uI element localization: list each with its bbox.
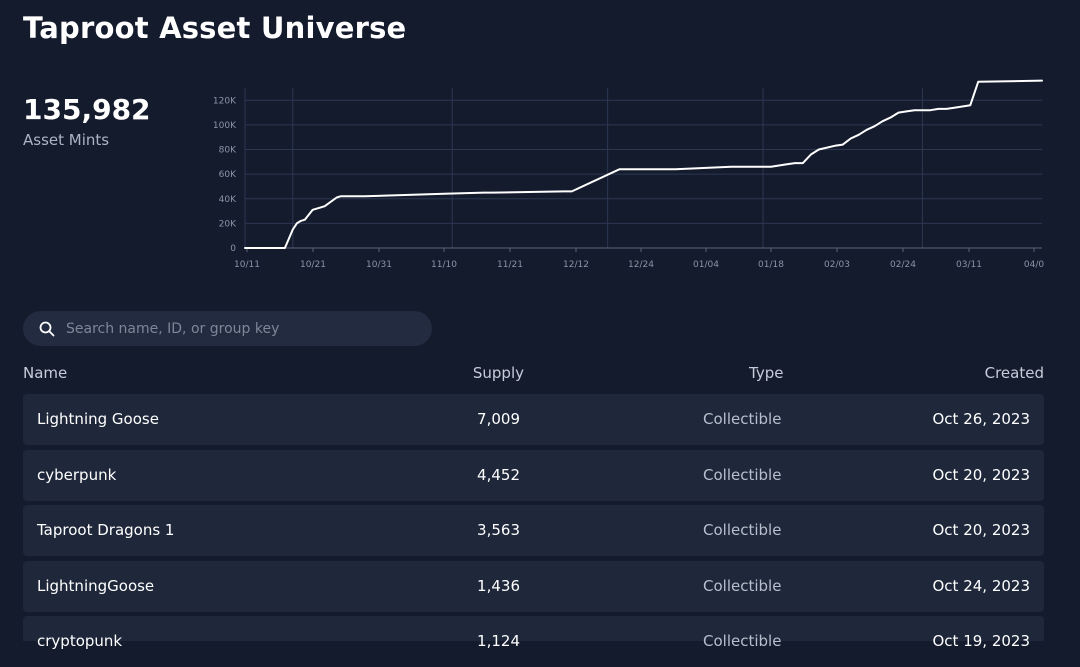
table-row[interactable]: LightningGoose 1,436 Collectible Oct 24,… [23,561,1044,612]
asset-supply: 1,436 [477,577,520,595]
chart-x-tick-label: 01/04 [693,260,719,270]
chart-y-axis: 0 20K 40K 60K 80K 100K 120K [213,96,237,254]
chart-y-tick-label: 80K [219,146,237,156]
chart-x-tick-label: 03/11 [956,260,982,270]
asset-name: Taproot Dragons 1 [37,521,175,539]
asset-supply: 4,452 [477,466,520,484]
chart-y-tick-label: 60K [219,170,237,180]
page-title: Taproot Asset Universe [23,11,407,45]
column-header-supply[interactable]: Supply [472,364,524,382]
chart-series [244,79,1043,249]
chart-y-tick-label: 40K [219,195,237,205]
chart-x-tick-label: 10/21 [300,260,326,270]
asset-type: Collectible [703,632,782,650]
chart-x-tick-label: 12/12 [563,260,589,270]
asset-type: Collectible [703,577,782,595]
asset-type: Collectible [703,410,782,428]
asset-created: Oct 24, 2023 [932,577,1031,595]
asset-name: LightningGoose [37,577,155,595]
asset-created: Oct 20, 2023 [932,466,1031,484]
chart-x-tick-label: 01/18 [758,260,784,270]
asset-mints-count: 135,982 [23,93,151,126]
asset-mints-chart: 0 20K 40K 60K 80K 100K 120K 10/11 10/21 10/31 11/… [213,79,1044,270]
asset-mints-label: Asset Mints [23,131,110,149]
asset-type: Collectible [703,466,782,484]
table-row[interactable]: Lightning Goose 7,009 Collectible Oct 26… [23,394,1044,445]
column-header-created[interactable]: Created [984,364,1044,382]
table-row[interactable]: cyberpunk 4,452 Collectible Oct 20, 2023 [23,450,1044,501]
asset-created: Oct 19, 2023 [932,632,1031,650]
asset-supply: 3,563 [477,521,520,539]
table-row[interactable]: cryptopunk 1,124 Collectible Oct 19, 202… [23,616,1044,650]
asset-supply: 7,009 [477,410,520,428]
asset-name: cryptopunk [37,632,123,650]
asset-created: Oct 20, 2023 [932,521,1031,539]
asset-name: cyberpunk [37,466,117,484]
asset-name: Lightning Goose [37,410,159,428]
chart-series-line [244,79,1043,249]
chart-x-tick-label: 04/0 [1024,260,1044,270]
asset-supply: 1,124 [477,632,520,650]
chart-y-tick-label: 100K [213,121,237,131]
chart-x-tick-label: 12/24 [628,260,654,270]
chart-y-tick-label: 120K [213,96,237,106]
chart-x-tick-label: 02/03 [824,260,850,270]
chart-x-axis: 10/11 10/21 10/31 11/10 11/21 12/12 12/24 01/04… [234,260,1044,270]
column-header-type[interactable]: Type [749,364,784,382]
search-icon [39,321,55,336]
chart-x-tick-label: 10/11 [234,260,260,270]
search-bar[interactable] [23,311,432,346]
asset-type: Collectible [703,521,782,539]
column-header-name[interactable]: Name [23,364,68,382]
chart-x-tick-label: 11/21 [497,260,523,270]
chart-grid [244,88,1042,252]
asset-created: Oct 26, 2023 [932,410,1031,428]
chart-x-tick-label: 02/24 [890,260,916,270]
chart-y-tick-label: 0 [230,244,236,254]
chart-y-tick-label: 20K [219,219,237,229]
chart-x-tick-label: 10/31 [366,260,392,270]
search-input[interactable] [66,320,406,337]
chart-x-tick-label: 11/10 [431,260,457,270]
table-row[interactable]: Taproot Dragons 1 3,563 Collectible Oct … [23,505,1044,556]
